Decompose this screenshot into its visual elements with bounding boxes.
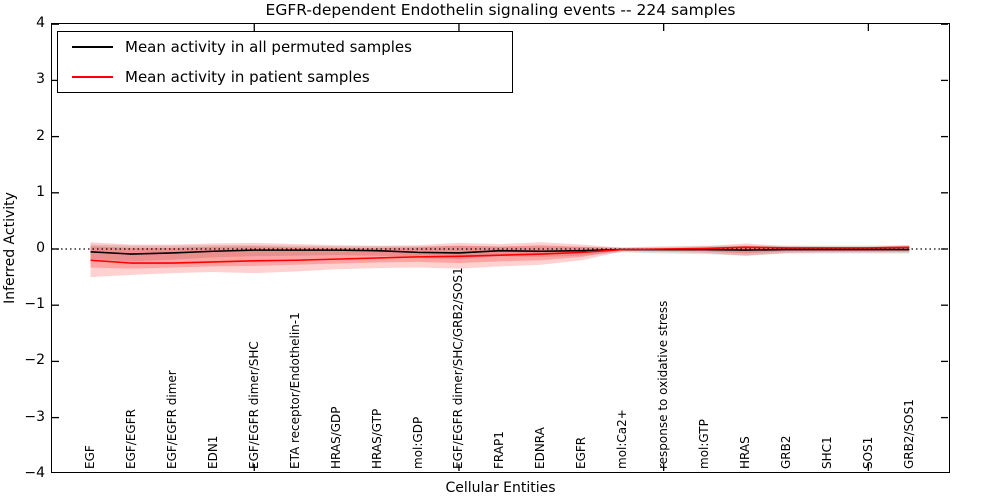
- y-tick-label: 3: [36, 71, 45, 88]
- x-category-label: EGFR: [574, 436, 589, 469]
- x-category-label: EGF/EGFR: [123, 409, 138, 469]
- x-category-label: response to oxidative stress: [656, 300, 671, 469]
- y-tick-label: 4: [36, 15, 45, 32]
- x-category-label: HRAS: [738, 436, 753, 469]
- x-category-label: HRAS/GDP: [328, 406, 343, 469]
- x-category-label: GRB2: [778, 435, 793, 469]
- permuted-mean-line: [90, 248, 910, 255]
- x-category-label: ETA receptor/Endothelin-1: [287, 312, 302, 469]
- y-tick-label: 2: [36, 127, 45, 144]
- x-category-label: EGF/EGFR dimer/SHC: [246, 341, 261, 469]
- x-category-label: mol:Ca2+: [615, 409, 630, 469]
- patient-samples-range-outer-band: [90, 242, 910, 278]
- y-tick-label: −2: [24, 352, 45, 369]
- plot-area: EGF EGF/EGFR EGF/EGFR dimer EDN1 EGF/EGFR di…: [51, 23, 950, 473]
- x-category-label: SOS1: [860, 436, 875, 469]
- x-category-label: EGF/EGFR dimer: [164, 370, 179, 469]
- x-category-label: EDNRA: [533, 427, 548, 469]
- y-tick-label: −3: [24, 408, 45, 425]
- y-tick-label: −4: [24, 464, 45, 481]
- x-axis-title: Cellular Entities: [445, 480, 556, 496]
- x-category-label: GRB2/SOS1: [901, 399, 916, 469]
- legend: Mean activity in all permuted samples Me…: [57, 31, 513, 93]
- x-category-label: EGF/EGFR dimer/SHC/GRB2/SOS1: [451, 267, 466, 469]
- x-category-label: EGF: [83, 445, 97, 469]
- x-category-label: mol:GDP: [410, 416, 425, 469]
- x-category-label: FRAP1: [492, 431, 507, 469]
- x-category-label: EDN1: [205, 435, 220, 469]
- patient-samples-range-inner-band: [90, 245, 910, 269]
- legend-label: Mean activity in all permuted samples: [125, 38, 412, 57]
- y-tick-label: −1: [24, 296, 45, 313]
- patient-line-swatch: [72, 75, 113, 78]
- x-category-label: HRAS/GTP: [369, 408, 384, 469]
- patient-mean-line: [90, 246, 910, 264]
- y-tick-label: 1: [36, 183, 45, 200]
- y-axis-title: Inferred Activity: [2, 192, 18, 304]
- y-tick-label: 0: [36, 240, 45, 256]
- legend-label: Mean activity in patient samples: [125, 67, 370, 86]
- permuted-line-swatch: [72, 46, 113, 49]
- x-category-label: SHC1: [819, 436, 834, 469]
- legend-item-patient: Mean activity in patient samples: [58, 63, 512, 91]
- legend-item-permuted: Mean activity in all permuted samples: [58, 33, 512, 61]
- x-category-label: mol:GTP: [697, 419, 712, 469]
- chart-title: EGFR-dependent Endothelin signaling even…: [265, 1, 736, 19]
- plot-canvas: [52, 24, 948, 471]
